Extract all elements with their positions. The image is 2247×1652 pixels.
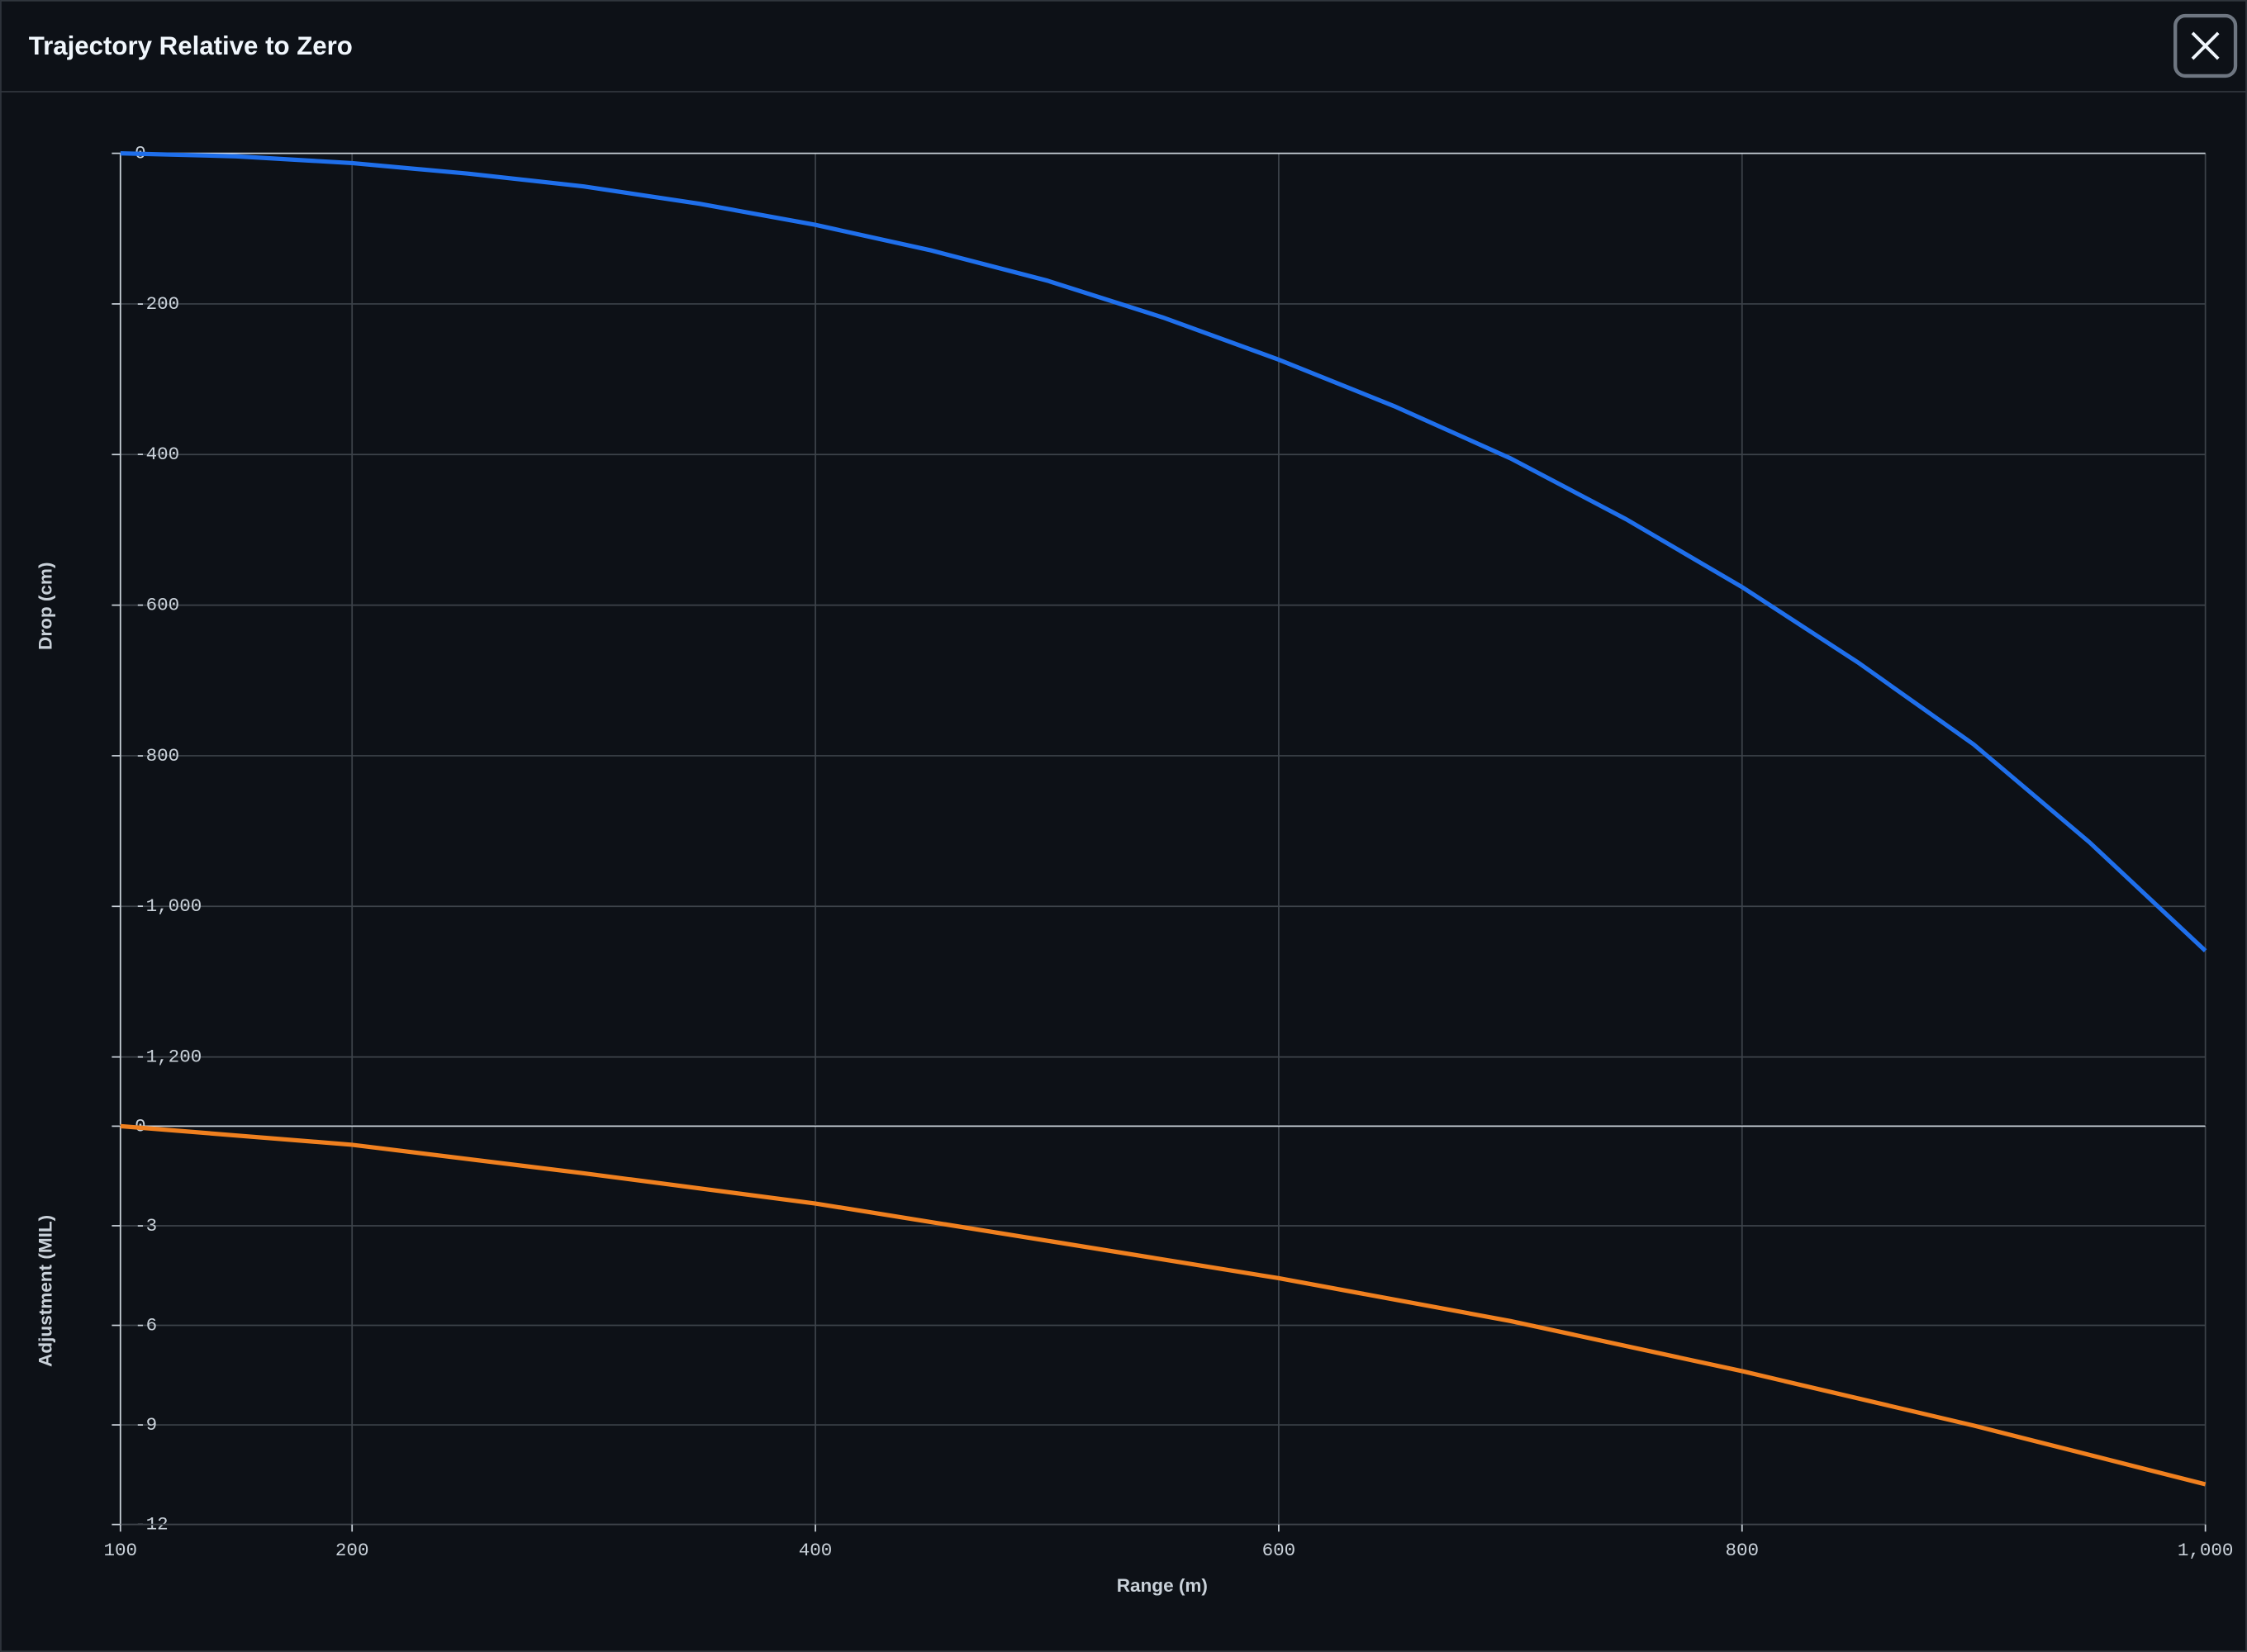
x-tick-label: 400	[799, 1540, 833, 1561]
x-tick-label: 100	[103, 1540, 137, 1561]
x-tick-label: 200	[335, 1540, 369, 1561]
x-tick-label: 600	[1262, 1540, 1296, 1561]
x-tick-label: 800	[1725, 1540, 1759, 1561]
y-tick-label: -1,000	[135, 895, 202, 917]
y-axis-label: Adjustment (MIL)	[36, 1215, 56, 1367]
y-tick-label: -9	[135, 1414, 157, 1436]
y-tick-label: -600	[135, 595, 179, 616]
close-icon[interactable]	[2191, 31, 2220, 60]
close-button[interactable]	[2173, 13, 2238, 78]
y-tick-label: -200	[135, 293, 179, 315]
y-tick-label: -3	[135, 1215, 157, 1237]
x-axis-label: Range (m)	[1117, 1575, 1208, 1596]
y-tick-label: -1,200	[135, 1047, 202, 1068]
x-tick-label: 1,000	[2178, 1540, 2234, 1561]
y-tick-label: -6	[135, 1314, 157, 1336]
y-tick-label: -800	[135, 745, 179, 767]
y-tick-label: -400	[135, 444, 179, 465]
data-line	[120, 151, 2207, 952]
y-axis-label: Drop (cm)	[36, 563, 56, 650]
modal-title: Trajectory Relative to Zero	[29, 31, 353, 60]
data-line	[120, 1123, 2207, 1487]
